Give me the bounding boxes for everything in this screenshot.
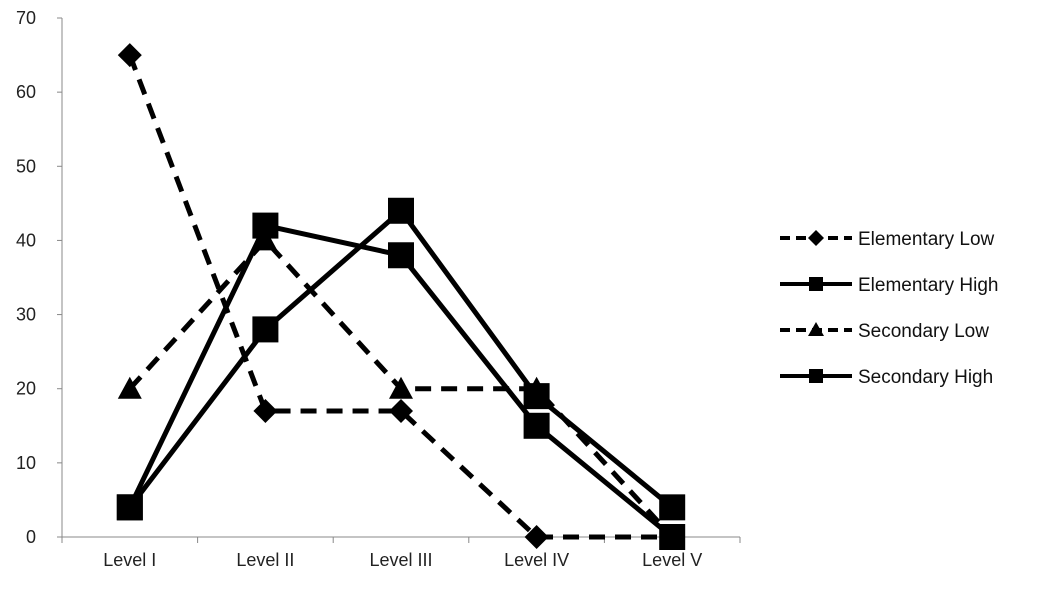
x-tick-label: Level III [369, 550, 432, 570]
x-tick-label: Level I [103, 550, 156, 570]
data-point [253, 228, 278, 251]
data-point [252, 316, 279, 343]
x-tick-label: Level II [236, 550, 294, 570]
data-point [524, 525, 549, 549]
legend: Elementary Low Elementary High Secondary L… [780, 229, 998, 388]
data-point [523, 383, 550, 410]
legend-entry: Elementary High [780, 275, 998, 296]
legend-entry: Secondary Low [780, 321, 989, 342]
data-point [116, 494, 143, 521]
y-tick-label: 30 [16, 305, 36, 325]
y-tick-label: 0 [26, 527, 36, 547]
data-point [659, 494, 686, 521]
x-tick-label: Level V [642, 550, 702, 570]
data-point [523, 412, 550, 439]
y-tick-label: 70 [16, 8, 36, 28]
y-tick-label: 40 [16, 230, 36, 250]
legend-entry: Elementary Low [780, 229, 995, 250]
data-point [388, 242, 414, 269]
y-tick-label: 20 [16, 379, 36, 399]
data-point [389, 376, 413, 399]
y-tick-label: 10 [16, 453, 36, 473]
data-point [117, 43, 142, 68]
data-point [117, 376, 142, 399]
legend-marker [809, 277, 823, 291]
y-axis-ticks: 0 10 20 30 40 50 60 70 [16, 8, 62, 547]
y-tick-label: 60 [16, 82, 36, 102]
legend-marker [808, 230, 824, 246]
legend-label: Elementary High [858, 275, 998, 296]
x-tick-label: Level IV [504, 550, 569, 570]
data-point [388, 197, 414, 224]
legend-label: Secondary Low [858, 321, 989, 342]
series-markers [116, 43, 686, 550]
legend-marker [808, 322, 824, 336]
series-line-elementary-low [127, 54, 673, 540]
legend-label: Secondary High [858, 367, 993, 388]
data-point [253, 398, 278, 423]
legend-label: Elementary Low [858, 229, 995, 250]
x-axis-ticks: Level I Level II Level III Level IV Level V [61, 537, 741, 570]
data-point [389, 398, 413, 423]
legend-marker [809, 369, 823, 383]
data-point [660, 525, 685, 547]
legend-entry: Secondary High [780, 367, 993, 388]
series-lines [127, 54, 675, 540]
y-tick-label: 50 [16, 156, 36, 176]
